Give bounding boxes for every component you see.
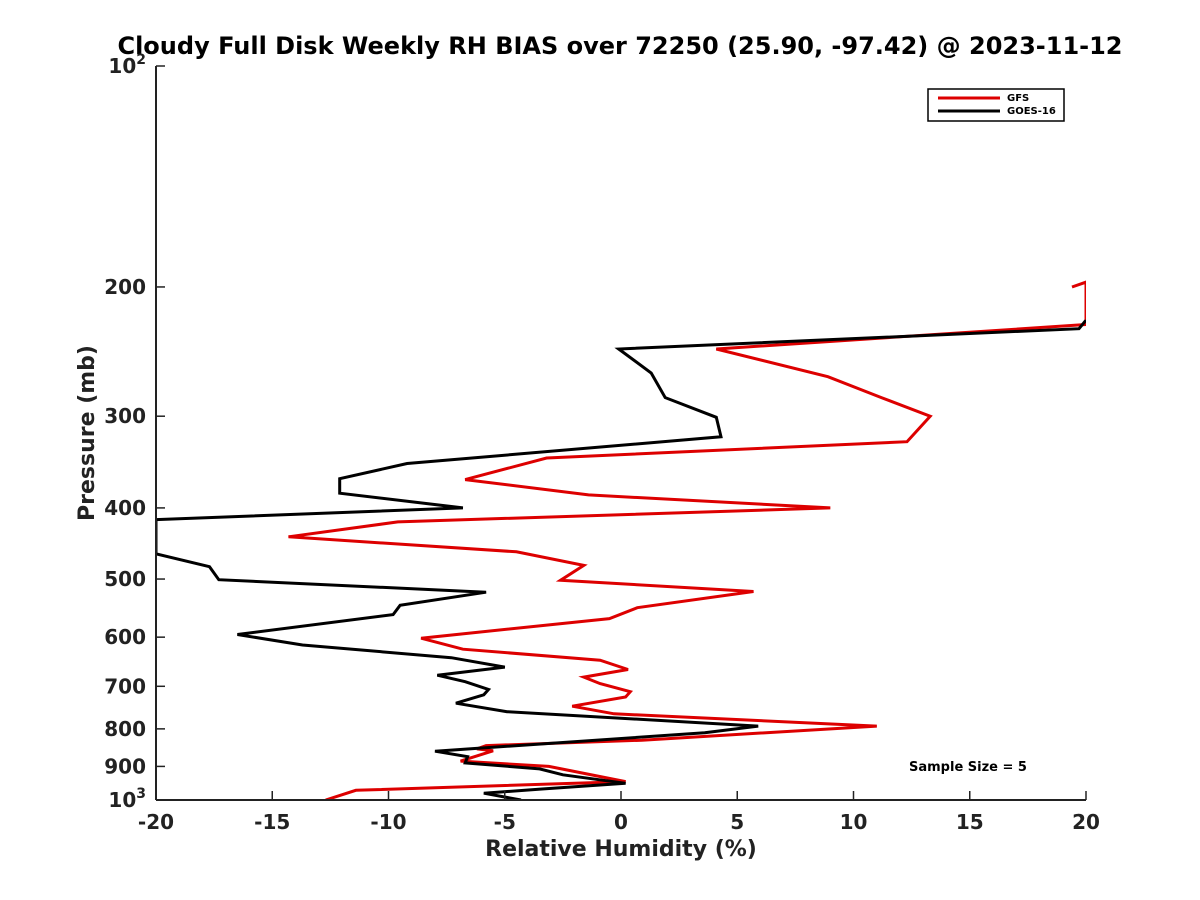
x-tick-label: -15 (254, 810, 290, 834)
x-tick-label: -10 (370, 810, 406, 834)
legend-label-gfs: GFS (1007, 93, 1029, 104)
x-tick-label: 20 (1072, 810, 1100, 834)
y-tick-label: 102 (108, 52, 146, 78)
x-tick-label: 15 (956, 810, 984, 834)
y-tick-label: 103 (108, 786, 146, 812)
plot-area (156, 280, 1086, 800)
x-tick-label: 10 (840, 810, 868, 834)
legend-label-goes16: GOES-16 (1007, 106, 1056, 117)
y-tick-label: 900 (104, 754, 146, 778)
y-tick-label: 200 (104, 275, 146, 299)
x-tick-label: 0 (614, 810, 628, 834)
series-line-goes16 (156, 319, 1086, 800)
x-axis-ticks: -20 -15 -10 -5 0 5 10 15 20 (138, 791, 1100, 834)
y-tick-label: 300 (104, 404, 146, 428)
y-axis-ticks: 102 200 300 400 500 600 700 800 900 103 (104, 52, 165, 812)
y-tick-label: 800 (104, 717, 146, 741)
legend: GFS GOES-16 (927, 88, 1065, 122)
x-tick-label: 5 (730, 810, 744, 834)
x-axis-label: Relative Humidity (%) (485, 837, 757, 862)
y-tick-label: 600 (104, 625, 146, 649)
y-tick-label: 400 (104, 496, 146, 520)
y-tick-label: 700 (104, 674, 146, 698)
chart-title: Cloudy Full Disk Weekly RH BIAS over 722… (117, 32, 1122, 60)
legend-box (927, 88, 1065, 122)
x-tick-label: -5 (494, 810, 516, 834)
y-tick-label: 500 (104, 567, 146, 591)
x-tick-label: -20 (138, 810, 174, 834)
y-axis-label: Pressure (mb) (75, 345, 100, 521)
sample-size-annotation: Sample Size = 5 (909, 760, 1027, 775)
